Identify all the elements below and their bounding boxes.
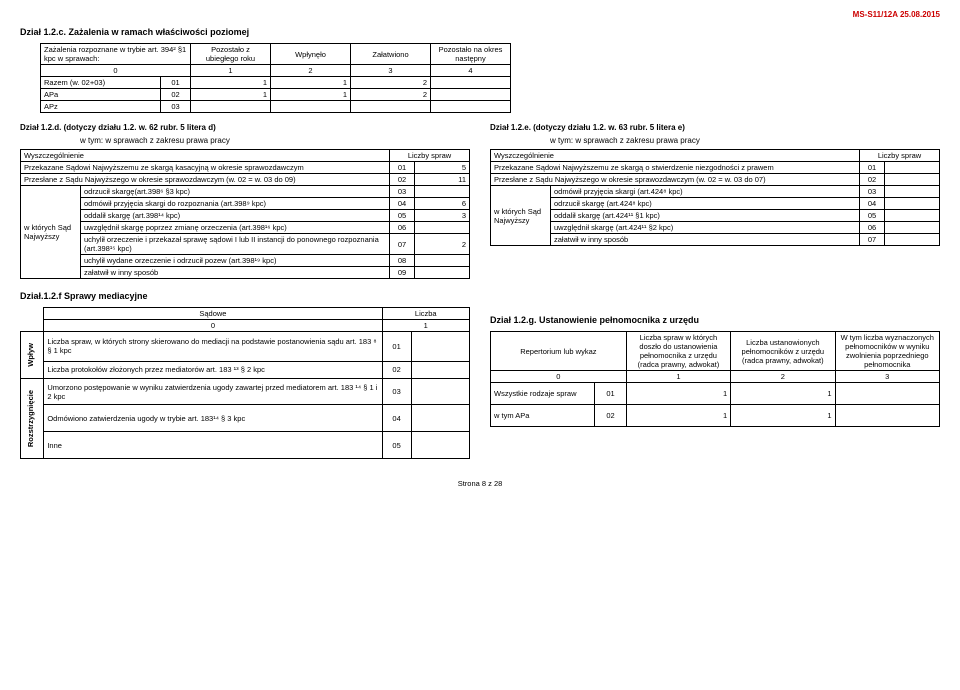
table-row: Przekazane Sądowi Najwyższemu ze skargą … xyxy=(21,162,470,174)
cn-0: 0 xyxy=(41,65,191,77)
h-0: Zażalenia rozpoznane w trybie art. 394² … xyxy=(41,44,191,65)
h-4: Pozostało na okres następny xyxy=(431,44,511,65)
table-row: RozstrzygnięcieUmorzono postępowanie w w… xyxy=(21,378,470,405)
table-12e: Wyszczególnienie Liczby spraw Przekazane… xyxy=(490,149,940,246)
d-r2-c: 02 xyxy=(390,174,415,186)
d-r1-c: 01 xyxy=(390,162,415,174)
page-footer: Strona 8 z 28 xyxy=(20,479,940,488)
g-h1: Liczba spraw w których doszło do ustanow… xyxy=(626,332,730,371)
e-r2-c: 02 xyxy=(860,174,885,186)
table-row: APa02112 xyxy=(41,89,511,101)
table-row: załatwił w inny sposób07 xyxy=(491,234,940,246)
s12e-sub: w tym: w sprawach z zakresu prawa pracy xyxy=(550,136,940,145)
table-row: APz03 xyxy=(41,101,511,113)
e-r1-l: Przekazane Sądowi Najwyższemu ze skargą … xyxy=(491,162,860,174)
table-row: w których Sąd Najwyższyodmówił przyjęcia… xyxy=(491,186,940,198)
g-cn3: 3 xyxy=(835,371,939,383)
table-row: WpływLiczba spraw, w których strony skie… xyxy=(21,332,470,362)
g-cn1: 1 xyxy=(626,371,730,383)
table-row: odmówił przyjęcia skargi do rozpoznania … xyxy=(21,198,470,210)
table-row: oddalił skargę (art.398¹⁴ kpc)053 xyxy=(21,210,470,222)
table-row: uchylił wydane orzeczenie i odrzucił poz… xyxy=(21,255,470,267)
d-r2-v: 11 xyxy=(415,174,470,186)
doc-id: MS-S11/12A 25.08.2015 xyxy=(20,10,940,19)
table-row: Liczba protokołów złożonych przez mediat… xyxy=(21,361,470,378)
e-r1-c: 01 xyxy=(860,162,885,174)
h-2: Wpłynęło xyxy=(271,44,351,65)
table-row: w tym APa0211 xyxy=(491,405,940,427)
f-h1: Sądowe xyxy=(44,308,382,320)
cn-3: 3 xyxy=(351,65,431,77)
s12g-title: Dział 1.2.g. Ustanowienie pełnomocnika z… xyxy=(490,315,940,325)
d-h2: Liczby spraw xyxy=(390,150,470,162)
g-h3: W tym liczba wyznaczonych pełnomocników … xyxy=(835,332,939,371)
table-row: odrzucił skargę (art.424⁸ kpc)04 xyxy=(491,198,940,210)
table-row: uwzględnił skargę (art.424¹¹ §2 kpc)06 xyxy=(491,222,940,234)
g-h0: Repertorium lub wykaz xyxy=(491,332,627,371)
g-cn2: 2 xyxy=(731,371,835,383)
table-row: uchylił orzeczenie i przekazał sprawę są… xyxy=(21,234,470,255)
table-row: w których Sąd Najwyższyodrzucił skargę(a… xyxy=(21,186,470,198)
table-row: Odmówiono zatwierdzenia ugody w trybie a… xyxy=(21,405,470,432)
g-cn0: 0 xyxy=(491,371,627,383)
table-row: Przekazane Sądowi Najwyższemu ze skargą … xyxy=(491,162,940,174)
d-r1-l: Przekazane Sądowi Najwyższemu ze skargą … xyxy=(21,162,390,174)
e-r2-v xyxy=(885,174,940,186)
table-row: Przesłane z Sądu Najwyższego w okresie s… xyxy=(21,174,470,186)
s12f-title: Dział.1.2.f Sprawy mediacyjne xyxy=(20,291,940,301)
e-h1: Wyszczególnienie xyxy=(491,150,860,162)
table-12d: Wyszczególnienie Liczby spraw Przekazane… xyxy=(20,149,470,279)
cn-1: 1 xyxy=(191,65,271,77)
section-12c-title: Dział 1.2.c. Zażalenia w ramach właściwo… xyxy=(20,27,940,37)
table-12f: Sądowe Liczba 0 1 WpływLiczba spraw, w k… xyxy=(20,307,470,459)
d-r2-l: Przesłane z Sądu Najwyższego w okresie s… xyxy=(21,174,390,186)
f-cn0: 0 xyxy=(44,320,382,332)
f-h2: Liczba xyxy=(382,308,469,320)
table-row: oddalił skargę (art.424¹¹ §1 kpc)05 xyxy=(491,210,940,222)
g-h2: Liczba ustanowionych pełnomocników z urz… xyxy=(731,332,835,371)
f-cn1: 1 xyxy=(382,320,469,332)
table-row: Inne05 xyxy=(21,432,470,459)
d-h1: Wyszczególnienie xyxy=(21,150,390,162)
table-row: uwzględnił skargę poprzez zmianę orzecze… xyxy=(21,222,470,234)
table-row: Wszystkie rodzaje spraw0111 xyxy=(491,383,940,405)
cn-2: 2 xyxy=(271,65,351,77)
cn-4: 4 xyxy=(431,65,511,77)
table-12g: Repertorium lub wykaz Liczba spraw w któ… xyxy=(490,331,940,427)
e-h2: Liczby spraw xyxy=(860,150,940,162)
e-r2-l: Przesłane z Sądu Najwyższego w okresie s… xyxy=(491,174,860,186)
d-r1-v: 5 xyxy=(415,162,470,174)
h-3: Załatwiono xyxy=(351,44,431,65)
table-row: załatwił w inny sposób09 xyxy=(21,267,470,279)
e-r1-v xyxy=(885,162,940,174)
s12d-title: Dział 1.2.d. (dotyczy działu 1.2. w. 62 … xyxy=(20,123,470,132)
table-12c: Zażalenia rozpoznane w trybie art. 394² … xyxy=(40,43,511,113)
s12d-sub: w tym: w sprawach z zakresu prawa pracy xyxy=(80,136,470,145)
s12e-title: Dział 1.2.e. (dotyczy działu 1.2. w. 63 … xyxy=(490,123,940,132)
h-1: Pozostało z ubiegłego roku xyxy=(191,44,271,65)
table-row: Przesłane z Sądu Najwyższego w okresie s… xyxy=(491,174,940,186)
table-row: Razem (w. 02+03)01112 xyxy=(41,77,511,89)
